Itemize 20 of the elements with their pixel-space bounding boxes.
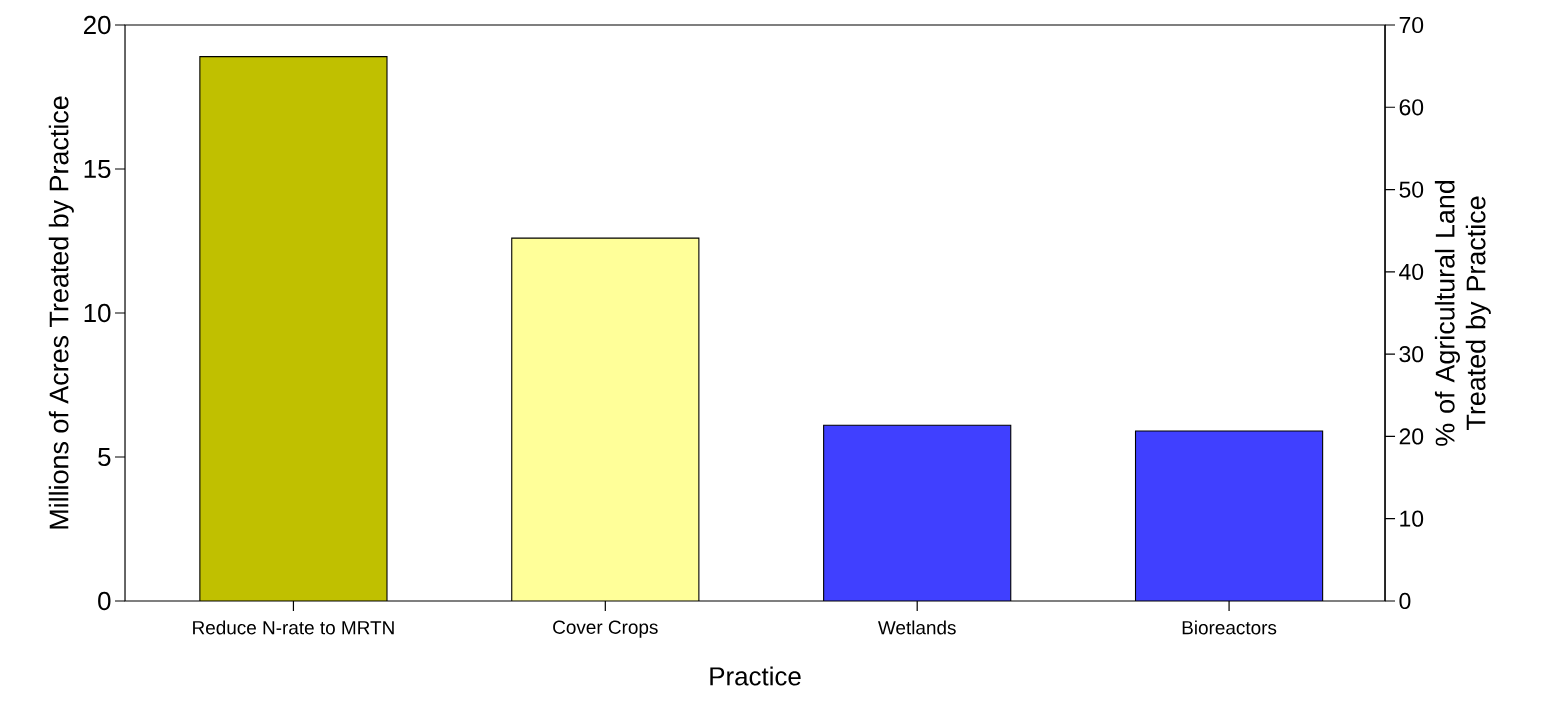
y-tick-label: 0 [98, 591, 111, 611]
y2-tick-label: 30 [1399, 346, 1424, 363]
x-tick-label: Bioreactors [1182, 620, 1277, 635]
y-tick-label: 15 [84, 159, 111, 179]
y2-tick-label: 70 [1399, 16, 1424, 34]
x-tick-label: Cover Crops [553, 620, 658, 638]
y2-tick-label: 0 [1399, 592, 1411, 610]
x-tick-label: Wetlands [877, 620, 956, 635]
y2-axis-title: % of Agricultural Land Treated by Practice [1434, 180, 1491, 446]
y2-tick-label: 40 [1399, 263, 1424, 280]
y2-tick-label: 10 [1400, 510, 1424, 527]
x-axis-title: Practice [710, 666, 801, 686]
x-tick-label: Reduce N-rate to MRTN [193, 620, 394, 635]
y2-tick-label: 20 [1399, 428, 1424, 445]
y-tick-label: 5 [98, 447, 111, 467]
y2-tick-label: 60 [1399, 99, 1424, 116]
y-axis-title: Millions of Acres Treated by Practice [48, 96, 74, 529]
y-tick-label: 20 [83, 15, 111, 35]
y2-tick-label: 50 [1399, 181, 1424, 198]
y-tick-label: 10 [84, 303, 111, 323]
